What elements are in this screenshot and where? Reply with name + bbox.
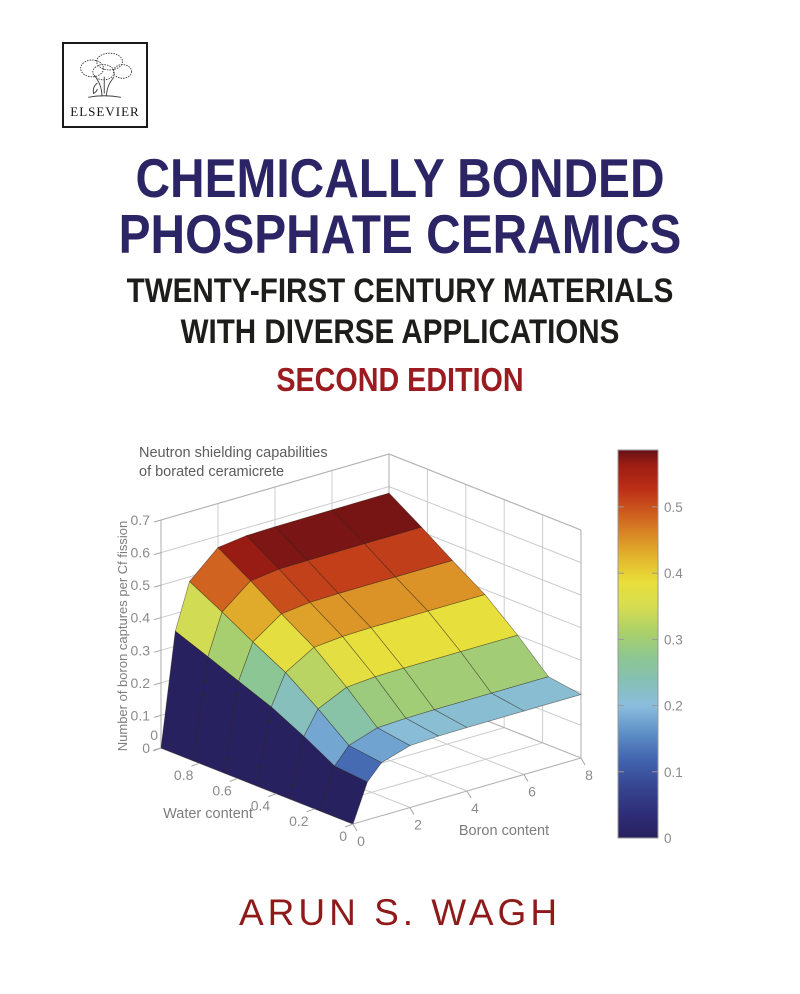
colorbar-tick-label: 0.1 [664,765,683,780]
edition-label: SECOND EDITION [0,361,800,399]
tick-label: 0.1 [131,707,151,723]
colorbar-gradient [617,449,659,839]
tick-label: 0.5 [131,577,151,593]
book-title: CHEMICALLY BONDED PHOSPHATE CERAMICS [0,150,800,262]
author-name: ARUN S. WAGH [238,892,562,933]
tick-label: 0.4 [131,610,151,626]
colorbar: 0 0.1 0.2 0.3 0.4 0.5 [617,449,683,846]
tick-label: 0 [339,828,347,844]
tick-label: 0.6 [212,782,232,798]
tick-label: 0 [150,727,158,743]
y-axis-label: Water content [163,806,253,822]
subtitle-line-2: WITH DIVERSE APPLICATIONS [180,313,620,351]
tick-label: 0.4 [251,798,271,814]
colorbar-ticks: 0 0.1 0.2 0.3 0.4 0.5 [618,500,683,846]
subtitle-line-1: TWENTY-FIRST CENTURY MATERIALS [126,272,674,310]
surface-plot: 00.10.20.30.40.50.60.700.80.60.40.20 0246… [131,453,593,849]
colorbar-tick-label: 0.3 [664,632,683,647]
elsevier-tree-icon [80,52,133,98]
colorbar-tick-label: 0.2 [664,699,683,714]
colorbar-tick-label: 0 [664,831,672,846]
book-subtitle: TWENTY-FIRST CENTURY MATERIALS WITH DIVE… [0,271,800,353]
chart-title-line1: Neutron shielding capabilities [139,445,328,461]
title-line-1: CHEMICALLY BONDED [135,147,665,209]
tick-label: 0.6 [131,545,151,561]
tick-label: 0.8 [174,767,194,783]
tick-label: 0 [142,740,150,756]
tick-label: 0.7 [131,512,151,528]
tick-label: 0.2 [131,675,151,691]
colorbar-tick-label: 0.4 [664,566,683,581]
tick-label: 0 [357,833,365,849]
tick-label: 6 [528,784,536,800]
tick-label: 8 [585,767,593,783]
colorbar-tick-label: 0.5 [664,500,683,515]
title-line-2: PHOSPHATE CERAMICS [118,203,682,265]
x-axis-label: Boron content [459,823,549,839]
chart-title-line2: of borated ceramicrete [139,464,284,480]
edition-text: SECOND EDITION [276,361,524,398]
tick-label: 2 [414,817,422,833]
tick-label: 0.2 [289,813,309,829]
elsevier-logo: ELSEVIER [62,42,148,128]
surface-facet [320,765,368,825]
z-axis-label: Number of boron captures per Cf fission [115,521,130,752]
tick-label: 0.3 [131,642,151,658]
tick-label: 4 [471,800,479,816]
publisher-name: ELSEVIER [70,104,140,119]
